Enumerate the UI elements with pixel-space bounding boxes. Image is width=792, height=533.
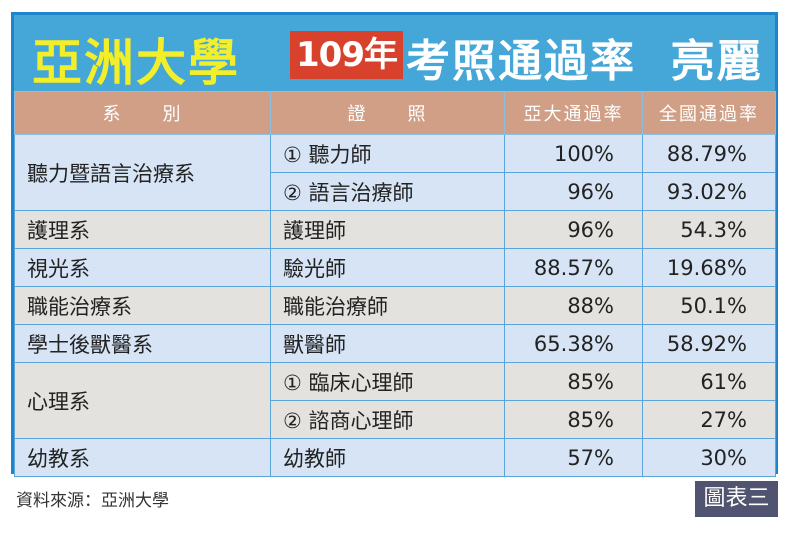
header-dept: 系 別	[14, 91, 271, 135]
source-note: 資料來源：亞洲大學	[16, 491, 169, 511]
dept-cell: 心理系	[14, 362, 271, 439]
national-rate-cell: 93.02%	[642, 172, 776, 211]
national-rate-cell: 54.3%	[642, 210, 776, 249]
national-rate-cell: 30%	[642, 438, 776, 477]
license-cell: ② 諮商心理師	[270, 400, 505, 439]
national-rate-cell: 58.92%	[642, 324, 776, 363]
license-cell: ② 語言治療師	[270, 172, 505, 211]
asia-rate-cell: 85%	[504, 362, 643, 401]
license-cell: 驗光師	[270, 248, 505, 287]
dept-cell: 職能治療系	[14, 286, 271, 325]
table-row: 護理系 護理師 96% 54.3%	[14, 210, 776, 249]
table-frame: 亞洲大學 109年 考照通過率 亮麗 系 別 證 照 亞大通過率 全國通過率 聽…	[11, 12, 778, 477]
dept-cell: 護理系	[14, 210, 271, 249]
dept-cell: 學士後獸醫系	[14, 324, 271, 363]
asia-rate-cell: 96%	[504, 210, 643, 249]
national-rate-cell: 88.79%	[642, 134, 776, 173]
figure-label: 圖表三	[695, 481, 778, 517]
license-cell: 獸醫師	[270, 324, 505, 363]
dept-cell: 視光系	[14, 248, 271, 287]
asia-rate-cell: 85%	[504, 400, 643, 439]
national-rate-cell: 27%	[642, 400, 776, 439]
table-row: 職能治療系 職能治療師 88% 50.1%	[14, 286, 776, 325]
title-banner: 亞洲大學 109年 考照通過率 亮麗	[14, 15, 775, 92]
national-rate-cell: 19.68%	[642, 248, 776, 287]
header-asia-rate: 亞大通過率	[504, 91, 643, 135]
dept-cell: 聽力暨語言治療系	[14, 134, 271, 211]
license-cell: ① 聽力師	[270, 134, 505, 173]
table-row: 心理系 ① 臨床心理師 85% 61%	[14, 362, 776, 439]
table-row: 視光系 驗光師 88.57% 19.68%	[14, 248, 776, 287]
dept-cell: 幼教系	[14, 438, 271, 477]
license-cell: 護理師	[270, 210, 505, 249]
header-national-rate: 全國通過率	[642, 91, 776, 135]
table-row: 幼教系 幼教師 57% 30%	[14, 438, 776, 477]
asia-rate-cell: 88.57%	[504, 248, 643, 287]
asia-rate-cell: 88%	[504, 286, 643, 325]
header-license: 證 照	[270, 91, 505, 135]
table-row: ② 諮商心理師 85% 27%	[15, 400, 776, 439]
table-row: 學士後獸醫系 獸醫師 65.38% 58.92%	[14, 324, 776, 363]
license-cell: 幼教師	[270, 438, 505, 477]
pass-rate-table: 系 別 證 照 亞大通過率 全國通過率 聽力暨語言治療系 ① 聽力師 100% …	[14, 91, 776, 477]
license-cell: 職能治療師	[270, 286, 505, 325]
year-badge: 109年	[290, 31, 403, 79]
title-text: 考照通過率 亮麗	[406, 36, 763, 87]
table-row: 聽力暨語言治療系 ① 聽力師 100% 88.79%	[14, 134, 776, 211]
asia-rate-cell: 96%	[504, 172, 643, 211]
national-rate-cell: 50.1%	[642, 286, 776, 325]
table-row: ② 語言治療師 96% 93.02%	[15, 172, 776, 211]
header-row: 系 別 證 照 亞大通過率 全國通過率	[14, 91, 776, 135]
license-cell: ① 臨床心理師	[270, 362, 505, 401]
national-rate-cell: 61%	[642, 362, 776, 401]
asia-rate-cell: 57%	[504, 438, 643, 477]
asia-rate-cell: 65.38%	[504, 324, 643, 363]
school-name: 亞洲大學	[32, 34, 240, 92]
asia-rate-cell: 100%	[504, 134, 643, 173]
